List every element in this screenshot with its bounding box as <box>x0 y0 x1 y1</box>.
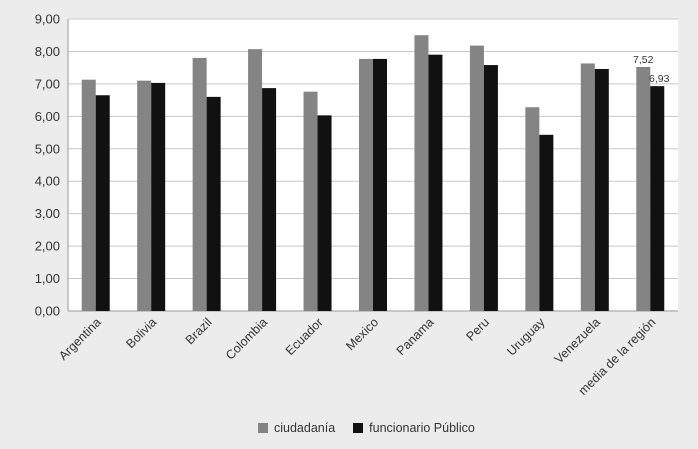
bar <box>469 45 484 312</box>
bar <box>594 68 609 311</box>
y-tick-label: 5,00 <box>35 141 60 156</box>
bar <box>414 35 429 311</box>
legend-item-funcionario: funcionario Público <box>353 421 475 435</box>
x-category-label: Uruguay <box>504 315 548 359</box>
y-tick-label: 8,00 <box>35 44 60 59</box>
x-category-label: Argentina <box>56 315 104 363</box>
y-tick-label: 6,00 <box>35 109 60 124</box>
data-label: 7,52 <box>633 54 654 66</box>
bar <box>151 82 166 311</box>
x-category-label: Mexico <box>343 315 381 353</box>
y-tick-label: 0,00 <box>35 304 60 319</box>
bar <box>303 91 318 311</box>
y-tick-label: 3,00 <box>35 206 60 221</box>
y-tick-label: 7,00 <box>35 76 60 91</box>
bar <box>248 49 263 311</box>
bar <box>95 95 110 311</box>
bar <box>525 107 540 311</box>
y-tick-label: 9,00 <box>35 12 60 27</box>
legend: ciudadanía funcionario Público <box>258 421 493 435</box>
legend-label-funcionario: funcionario Público <box>369 421 475 435</box>
bar <box>428 54 443 311</box>
y-tick-label: 2,00 <box>35 239 60 254</box>
x-category-label: Ecuador <box>283 315 326 358</box>
y-tick-label: 1,00 <box>35 271 60 286</box>
bar <box>317 115 332 311</box>
bar <box>262 88 277 312</box>
data-label: 6,93 <box>649 73 670 85</box>
bar <box>636 67 651 311</box>
y-tick-label: 4,00 <box>35 174 60 189</box>
x-category-label: Panama <box>394 315 437 358</box>
legend-swatch-funcionario <box>353 423 364 433</box>
bar <box>483 65 498 312</box>
bar <box>650 86 665 311</box>
legend-label-ciudadania: ciudadanía <box>274 421 336 435</box>
legend-item-ciudadania: ciudadanía <box>258 421 335 435</box>
bar <box>580 63 595 312</box>
bar <box>192 57 207 311</box>
bar <box>206 96 221 311</box>
x-category-label: Brazil <box>183 315 215 347</box>
bar <box>137 80 152 312</box>
x-category-label: Venezuela <box>552 315 603 366</box>
x-category-label: Colombia <box>223 315 270 362</box>
bar <box>539 134 554 311</box>
x-category-label: Peru <box>463 315 492 344</box>
bar <box>81 79 96 311</box>
bar <box>359 58 373 312</box>
bar <box>373 58 387 312</box>
x-category-label: Bolivia <box>123 315 159 351</box>
legend-swatch-ciudadania <box>258 423 268 433</box>
